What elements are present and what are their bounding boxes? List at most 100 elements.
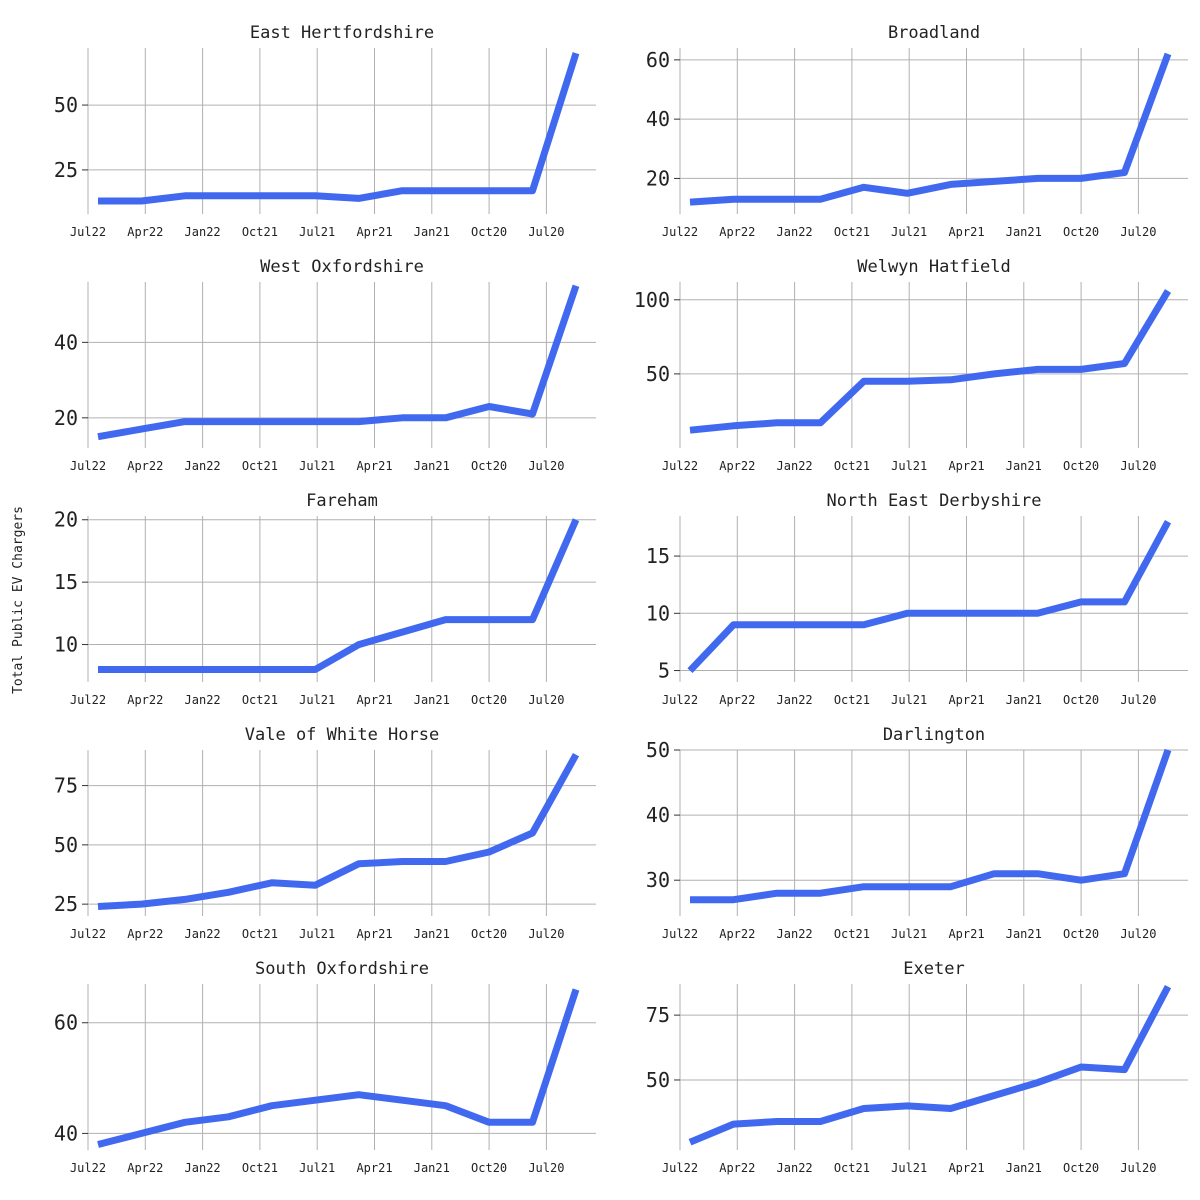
- panel-7: Vale of White Horse Jul22 Apr22 Jan22 Oct21 J…: [54, 725, 596, 941]
- x-tick-label: Jul21: [891, 927, 927, 941]
- panel-title: West Oxfordshire: [260, 257, 424, 277]
- x-tick-label: Jul20: [528, 459, 564, 473]
- data-point: [1078, 598, 1085, 605]
- x-tick-label: Apr21: [948, 1161, 984, 1175]
- x-tick-label: Apr22: [127, 927, 163, 941]
- data-point: [1078, 175, 1085, 182]
- data-point: [95, 903, 102, 910]
- data-point: [817, 621, 824, 628]
- data-point: [904, 378, 911, 385]
- data-point: [947, 376, 954, 383]
- data-point: [355, 418, 362, 425]
- x-tick-label: Jan22: [777, 1161, 813, 1175]
- data-point: [355, 195, 362, 202]
- x-tick-label: Oct21: [242, 927, 278, 941]
- x-tick-label: Oct20: [471, 693, 507, 707]
- panel-1: East Hertfordshire Jul22 Apr22 Jan22 Oct21 Ju…: [54, 23, 596, 239]
- data-point: [1034, 366, 1041, 373]
- x-tick-label: Apr22: [719, 693, 755, 707]
- y-tick-label: 60: [54, 1011, 78, 1035]
- x-tick-label: Jul22: [70, 693, 106, 707]
- data-point: [1121, 169, 1128, 176]
- panel-8: Darlington Jul22 Apr22 Jan22 Oct21 Jul21 Apr21…: [646, 725, 1188, 941]
- x-tick-label: Jul22: [70, 225, 106, 239]
- data-point: [399, 858, 406, 865]
- x-tick-label: Jan22: [777, 693, 813, 707]
- x-tick-label: Jul21: [299, 459, 335, 473]
- x-tick-label: Apr22: [719, 459, 755, 473]
- data-point: [904, 883, 911, 890]
- data-point: [181, 666, 188, 673]
- x-tick-label: Jul21: [891, 225, 927, 239]
- x-tick-label: Apr21: [356, 225, 392, 239]
- data-point: [573, 986, 580, 993]
- data-point: [687, 896, 694, 903]
- x-tick-label: Jan21: [414, 1161, 450, 1175]
- panel-title: Welwyn Hatfield: [857, 257, 1011, 277]
- data-point: [773, 1118, 780, 1125]
- data-point: [573, 751, 580, 758]
- x-tick-label: Apr22: [719, 927, 755, 941]
- x-tick-label: Oct20: [1063, 927, 1099, 941]
- x-tick-label: Jul20: [1120, 693, 1156, 707]
- x-tick-label: Jul20: [528, 693, 564, 707]
- x-tick-label: Apr21: [356, 693, 392, 707]
- x-tick-label: Jul22: [70, 1161, 106, 1175]
- data-point: [225, 1113, 232, 1120]
- x-tick-label: Jul20: [528, 225, 564, 239]
- data-point: [991, 610, 998, 617]
- x-tick-label: Jul21: [891, 459, 927, 473]
- data-point: [1034, 1079, 1041, 1086]
- data-point: [817, 890, 824, 897]
- x-tick-label: Jan21: [414, 459, 450, 473]
- data-point: [399, 1097, 406, 1104]
- data-point: [138, 198, 145, 205]
- x-tick-label: Apr22: [127, 693, 163, 707]
- x-tick-label: Jan22: [185, 459, 221, 473]
- data-point: [312, 418, 319, 425]
- y-tick-label: 20: [54, 406, 78, 430]
- y-tick-label: 10: [646, 601, 670, 625]
- data-point: [312, 1097, 319, 1104]
- panel-title: Darlington: [883, 725, 985, 745]
- data-point: [817, 1118, 824, 1125]
- data-point: [687, 667, 694, 674]
- x-tick-label: Jul22: [662, 927, 698, 941]
- y-tick-label: 100: [634, 288, 670, 312]
- data-point: [138, 426, 145, 433]
- x-tick-label: Apr21: [948, 927, 984, 941]
- x-tick-label: Jul22: [662, 459, 698, 473]
- panel-3: West Oxfordshire Jul22 Apr22 Jan22 Oct21 Jul2…: [54, 257, 596, 473]
- x-tick-label: Oct20: [1063, 225, 1099, 239]
- x-tick-label: Jul22: [662, 1161, 698, 1175]
- data-point: [1121, 360, 1128, 367]
- data-point: [730, 1121, 737, 1128]
- x-tick-label: Jan21: [1006, 459, 1042, 473]
- y-tick-label: 30: [646, 868, 670, 892]
- data-point: [817, 196, 824, 203]
- x-tick-label: Apr22: [719, 1161, 755, 1175]
- x-tick-label: Jan22: [777, 927, 813, 941]
- data-point: [730, 621, 737, 628]
- data-point: [947, 1105, 954, 1112]
- x-tick-label: Jul22: [662, 225, 698, 239]
- data-point: [1078, 366, 1085, 373]
- x-tick-label: Oct20: [1063, 1161, 1099, 1175]
- x-tick-label: Oct21: [834, 1161, 870, 1175]
- data-point: [773, 890, 780, 897]
- data-point: [947, 883, 954, 890]
- y-tick-label: 40: [646, 107, 670, 131]
- data-point: [529, 411, 536, 418]
- panel-title: Broadland: [888, 23, 980, 43]
- data-point: [95, 433, 102, 440]
- data-point: [486, 187, 493, 194]
- x-tick-label: Oct21: [242, 459, 278, 473]
- data-point: [947, 610, 954, 617]
- x-tick-label: Oct20: [471, 225, 507, 239]
- y-tick-label: 50: [54, 833, 78, 857]
- x-tick-label: Jan22: [185, 693, 221, 707]
- data-point: [181, 896, 188, 903]
- data-point: [1165, 287, 1172, 294]
- data-point: [904, 1102, 911, 1109]
- x-tick-label: Apr21: [948, 459, 984, 473]
